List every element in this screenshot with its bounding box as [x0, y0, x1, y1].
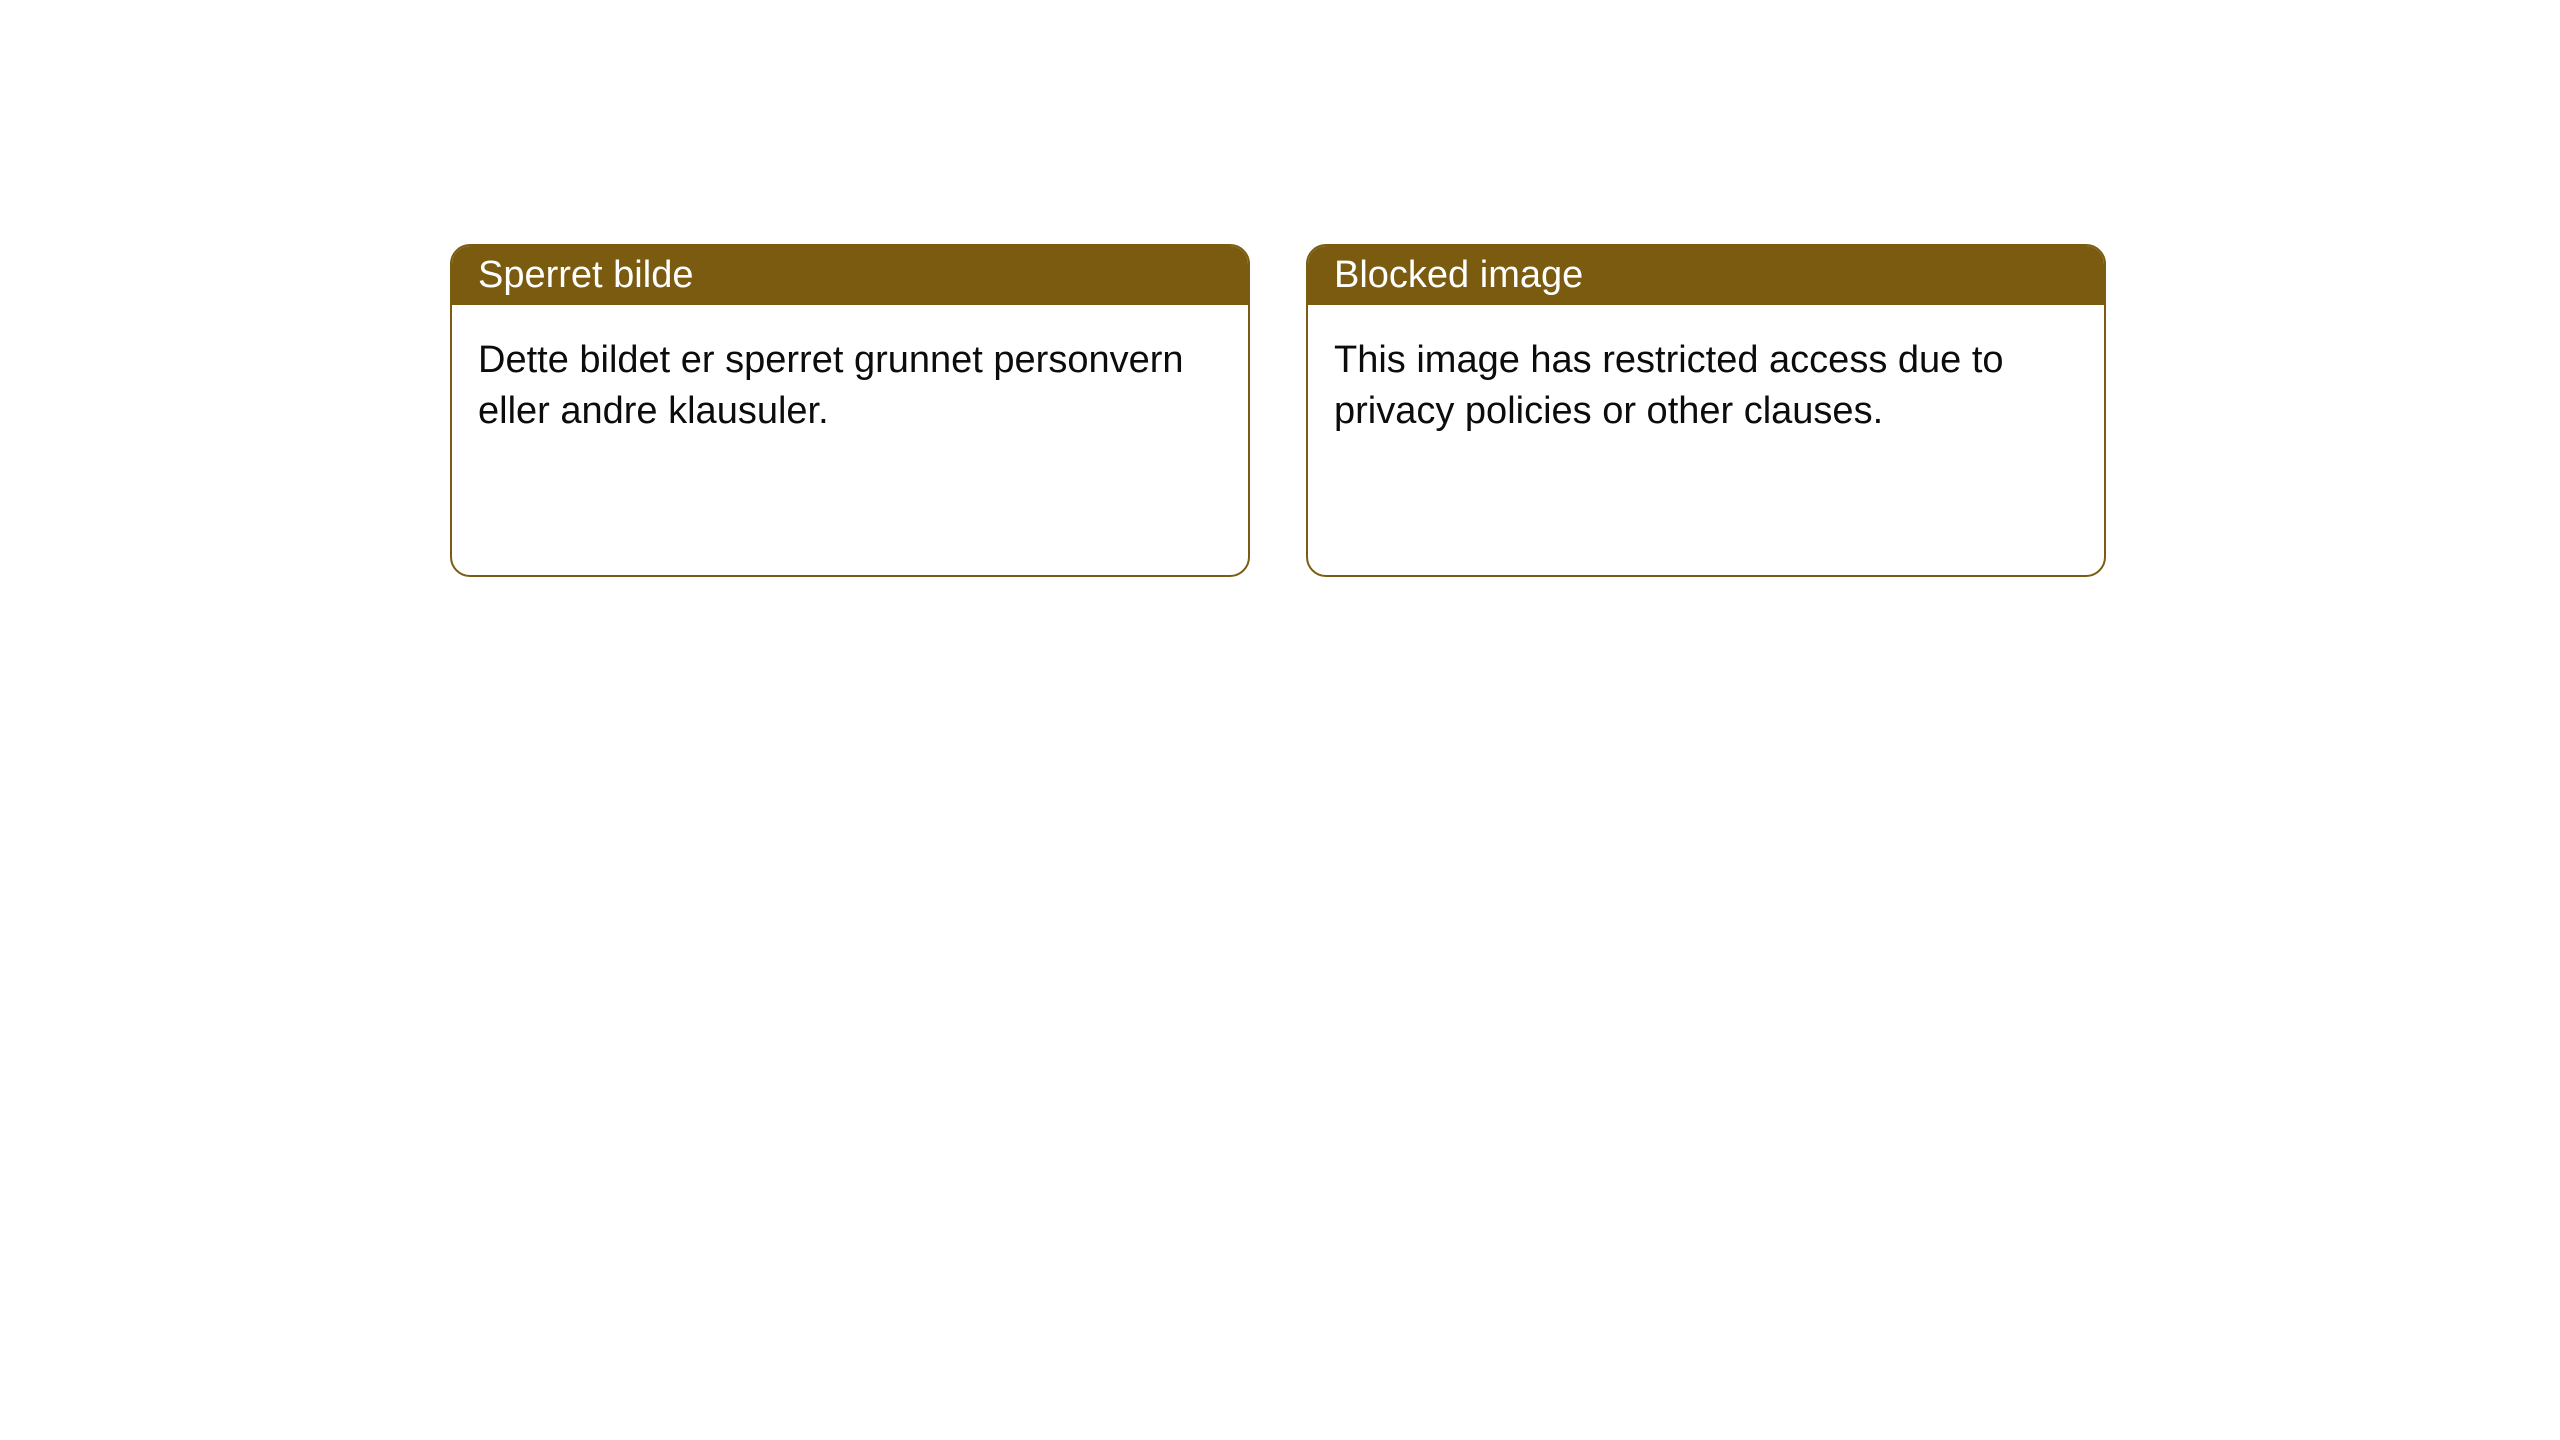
notice-body-text: This image has restricted access due to … [1334, 339, 2004, 432]
notice-card-english: Blocked image This image has restricted … [1306, 244, 2106, 577]
notice-header: Sperret bilde [452, 246, 1248, 305]
notice-title: Blocked image [1334, 254, 1583, 296]
notice-card-norwegian: Sperret bilde Dette bildet er sperret gr… [450, 244, 1250, 577]
notice-body: This image has restricted access due to … [1308, 305, 2104, 575]
notice-title: Sperret bilde [478, 254, 693, 296]
notice-body-text: Dette bildet er sperret grunnet personve… [478, 339, 1184, 432]
notice-body: Dette bildet er sperret grunnet personve… [452, 305, 1248, 575]
notice-header: Blocked image [1308, 246, 2104, 305]
notice-container: Sperret bilde Dette bildet er sperret gr… [0, 0, 2560, 577]
